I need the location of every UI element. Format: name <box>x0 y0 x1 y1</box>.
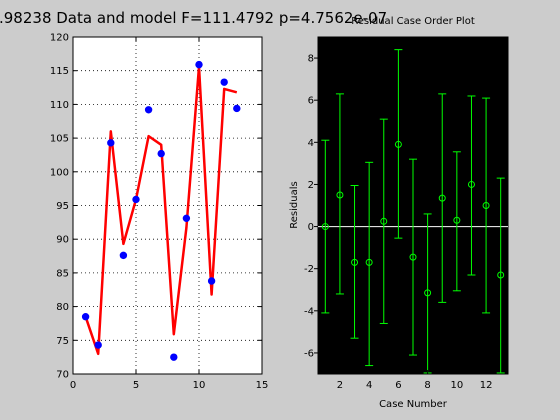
y-tick-label: 100 <box>50 167 69 178</box>
data-point <box>144 106 153 114</box>
y-tick-label: 85 <box>56 268 69 279</box>
y-tick-label: 75 <box>56 336 69 347</box>
x-tick-label: 12 <box>480 380 493 391</box>
data-point <box>170 353 178 361</box>
x-tick-label: 10 <box>193 380 206 391</box>
y-tick-label: 110 <box>50 100 69 111</box>
residual-errorbar <box>496 177 505 374</box>
residual-point <box>482 202 490 209</box>
data-point <box>233 104 241 113</box>
residual-point <box>453 216 461 224</box>
residual-errorbar <box>365 161 374 367</box>
y-tick-label: -6 <box>304 348 314 359</box>
y-tick-label: 4 <box>308 138 314 149</box>
residual-errorbar <box>321 139 330 314</box>
left-ticks: 0 5 10 15 70 75 80 85 90 95 100 105 110 115 120 <box>50 33 268 392</box>
y-tick-label: 115 <box>50 66 69 77</box>
right-axes: 2 4 6 8 10 12 -6 -4 -2 0 2 4 6 8 Residual Case Order … <box>289 16 509 410</box>
residual-errorbar <box>452 151 461 292</box>
right-ylabel: Residuals <box>289 181 300 228</box>
data-point <box>182 214 191 223</box>
residual-point <box>497 271 505 279</box>
x-tick-label: 0 <box>70 380 76 391</box>
data-point <box>195 60 203 69</box>
x-tick-label: 5 <box>133 380 139 391</box>
data-point <box>94 341 102 349</box>
data-point <box>107 139 115 147</box>
x-tick-label: 15 <box>256 380 269 391</box>
residual-errorbar <box>350 184 359 339</box>
residual-errorbar <box>438 93 447 303</box>
residual-errorbar <box>467 95 476 276</box>
data-point <box>81 313 90 321</box>
y-tick-label: 105 <box>50 134 69 145</box>
left-grid <box>73 37 262 374</box>
data-points <box>81 60 241 361</box>
y-tick-label: 95 <box>56 201 69 212</box>
data-point <box>157 149 165 158</box>
residual-point <box>467 180 475 188</box>
x-tick-label: 6 <box>395 380 401 391</box>
x-tick-label: 8 <box>424 380 430 391</box>
y-tick-label: 6 <box>308 96 314 107</box>
residual-errorbar <box>379 118 388 324</box>
x-tick-label: 10 <box>450 380 463 391</box>
residual-point <box>380 217 388 225</box>
residual-point <box>438 194 446 202</box>
left-title: .98238 Data and model F=111.4792 p=4.756… <box>0 9 387 27</box>
left-plot-area <box>72 36 263 375</box>
right-title: Residual Case Order Plot <box>351 16 475 27</box>
residual-errorbar <box>482 97 491 314</box>
y-tick-label: 90 <box>56 235 69 246</box>
model-line <box>84 65 238 356</box>
y-tick-label: 120 <box>50 33 69 44</box>
x-tick-label: 2 <box>337 380 343 391</box>
y-tick-label: -2 <box>304 264 314 275</box>
right-ticks: 2 4 6 8 10 12 -6 -4 -2 0 2 4 6 8 <box>304 54 492 391</box>
data-point <box>119 251 128 260</box>
x-tick-label: 4 <box>366 380 372 391</box>
residual-point <box>321 223 329 231</box>
data-point <box>220 78 228 86</box>
residual-errorbar <box>394 49 403 239</box>
residual-bars <box>321 49 505 374</box>
y-tick-label: 80 <box>56 302 69 313</box>
residual-point <box>394 140 402 148</box>
y-tick-label: 8 <box>308 54 314 65</box>
residual-errorbar <box>335 93 344 295</box>
right-xlabel: Case Number <box>379 399 448 410</box>
residual-point <box>424 289 432 297</box>
model-series-line <box>84 65 238 356</box>
y-tick-label: 2 <box>308 180 314 191</box>
y-tick-label: -4 <box>304 306 314 317</box>
residual-point <box>351 258 359 266</box>
residual-point <box>409 253 417 261</box>
residual-errorbar <box>409 158 417 356</box>
data-point <box>132 195 140 204</box>
data-point <box>207 277 216 285</box>
residual-point <box>336 191 344 199</box>
y-tick-label: 70 <box>56 370 69 381</box>
y-tick-label: 0 <box>308 222 314 233</box>
residual-point <box>365 258 373 266</box>
